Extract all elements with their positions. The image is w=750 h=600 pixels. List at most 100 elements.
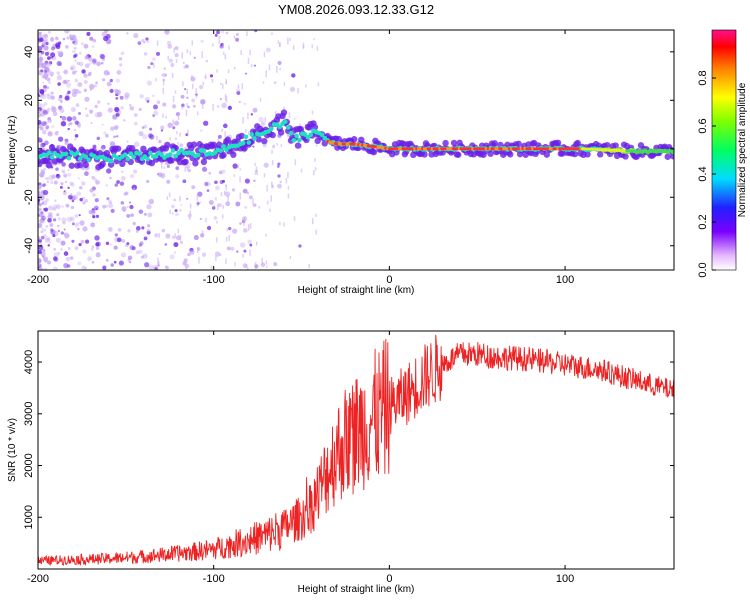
spectral-streak	[158, 261, 160, 267]
spectral-speck	[94, 84, 98, 88]
spectral-speck	[81, 69, 86, 74]
spectral-streak	[239, 176, 241, 183]
ridge-core	[128, 151, 134, 157]
spectral-speck	[129, 105, 135, 111]
spectral-speck	[91, 175, 96, 180]
ridge-core	[246, 140, 252, 145]
spectral-streak	[247, 57, 250, 64]
spectral-speck	[38, 184, 42, 190]
spectral-streak	[223, 190, 226, 195]
spectral-streak	[196, 246, 199, 253]
spectral-speck	[40, 251, 46, 257]
spectral-speck	[57, 229, 61, 233]
spectral-speck	[67, 79, 70, 82]
spectral-speck	[62, 221, 66, 225]
spectral-speck	[175, 235, 181, 241]
spectral-speck	[59, 94, 63, 99]
spectral-speck	[115, 78, 120, 83]
spectral-speck	[144, 213, 147, 216]
ridge-envelope	[421, 151, 428, 158]
spectral-speck	[252, 107, 258, 113]
spectral-speck	[129, 261, 132, 264]
spectral-speck	[74, 39, 77, 42]
spectral-speck	[127, 258, 131, 262]
spectral-streak	[196, 200, 199, 207]
spectral-speck	[167, 44, 173, 49]
spectral-speck	[50, 37, 55, 42]
spectral-streak	[156, 135, 158, 141]
spectral-speck	[180, 94, 185, 99]
spectral-speck	[44, 140, 49, 146]
spectral-streak	[247, 131, 250, 135]
spectral-speck	[94, 198, 99, 203]
spectral-speck	[227, 105, 232, 111]
ridge-tail	[640, 149, 644, 153]
spectral-speck	[107, 71, 110, 75]
spectral-speck	[217, 203, 222, 208]
spectral-speck	[179, 209, 182, 212]
spectral-streak	[215, 197, 217, 201]
spectral-speck	[70, 107, 76, 113]
spectral-streak	[287, 193, 290, 199]
ridge-tail	[669, 149, 673, 153]
spectral-speck	[48, 241, 51, 244]
spectral-speck	[114, 106, 120, 113]
spectral-speck	[38, 58, 44, 63]
ridge-tail	[615, 148, 619, 152]
spectral-streak	[224, 94, 227, 101]
spectral-streak	[276, 143, 279, 146]
spectral-speck	[77, 228, 80, 231]
spectral-speck	[84, 55, 89, 60]
spectral-speck	[219, 180, 224, 185]
spectral-speck	[78, 214, 81, 217]
spectral-speck	[82, 226, 88, 232]
ridge-core	[83, 154, 89, 160]
spectral-speck	[42, 201, 45, 204]
spectral-speck	[173, 198, 177, 202]
ridge-envelope	[280, 109, 288, 116]
spectral-speck	[216, 105, 220, 108]
spectral-streak	[161, 162, 163, 169]
spectrogram-x-ticks: -200 -100 0 100	[27, 30, 574, 286]
spectral-streak	[227, 195, 229, 202]
spectral-speck	[180, 203, 183, 206]
spectral-speck	[164, 30, 170, 35]
ridge-tail	[620, 149, 624, 153]
spectral-speck	[43, 167, 46, 171]
spectral-streak	[279, 67, 281, 71]
spectral-speck	[193, 235, 199, 241]
spectral-speck	[236, 88, 241, 93]
spectral-speck	[242, 188, 248, 194]
spectral-speck	[38, 236, 41, 241]
ridge-core	[131, 154, 136, 160]
ridge-envelope	[99, 160, 106, 168]
spectral-speck	[109, 243, 112, 246]
spectral-speck	[160, 125, 165, 130]
spectral-speck	[92, 144, 97, 149]
spectral-speck	[57, 251, 61, 255]
spectral-speck	[158, 252, 161, 256]
spectrogram-x-tick-label: -200	[27, 274, 49, 286]
spectral-speck	[48, 30, 51, 34]
spectral-speck	[82, 249, 87, 254]
spectral-speck	[179, 143, 184, 148]
spectral-speck	[141, 226, 145, 230]
spectral-streak	[216, 69, 218, 73]
spectral-speck	[52, 111, 58, 117]
spectral-speck	[43, 102, 48, 106]
ridge-envelope	[670, 153, 674, 160]
spectral-speck	[73, 54, 77, 59]
spectral-speck	[279, 180, 283, 184]
spectral-speck	[59, 115, 62, 118]
spectral-streak	[204, 74, 207, 80]
spectral-speck	[64, 141, 69, 146]
spectral-speck	[71, 34, 77, 40]
spectral-speck	[146, 80, 152, 86]
spectral-speck	[152, 114, 155, 118]
spectral-speck	[166, 40, 172, 46]
ridge-tail	[632, 149, 636, 153]
spectral-speck	[43, 228, 47, 232]
spectral-speck	[102, 204, 107, 209]
spectral-streak	[262, 81, 265, 84]
spectrogram-y-label: Frequency (Hz)	[7, 116, 18, 185]
